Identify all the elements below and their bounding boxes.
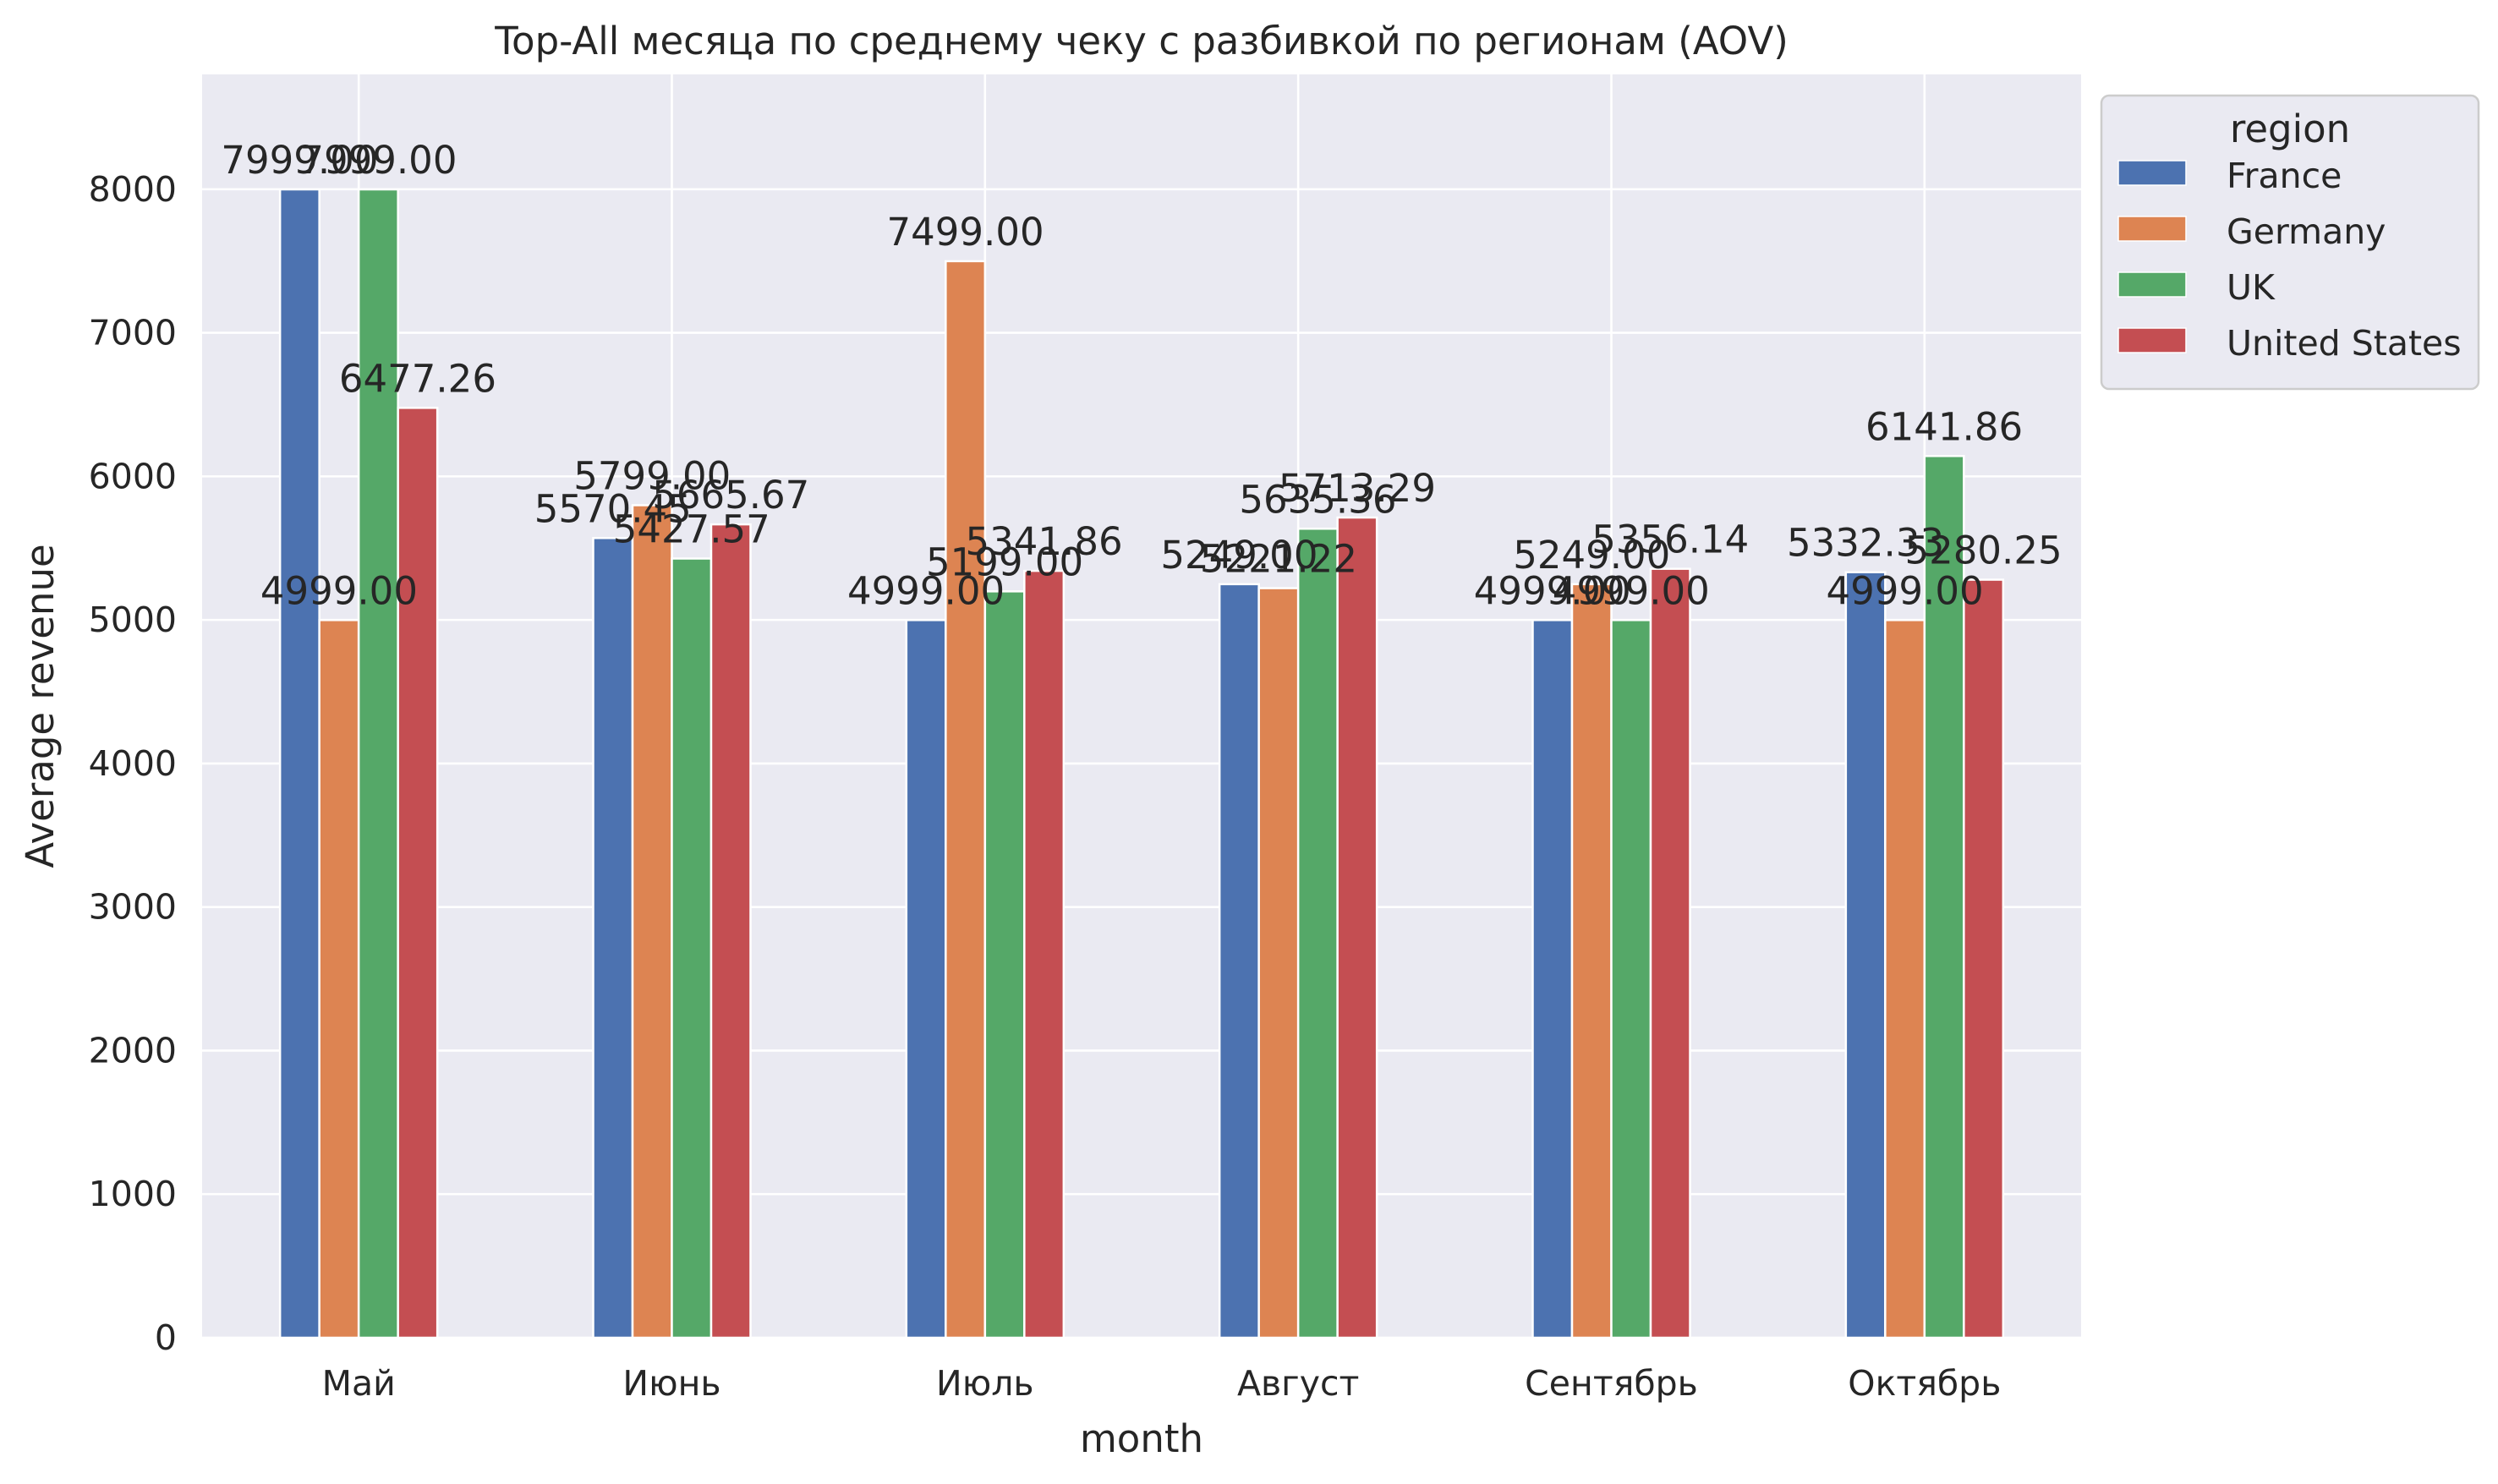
x-axis-title: month (1080, 1416, 1203, 1461)
legend-entry: Germany (2227, 211, 2386, 252)
legend-swatch (2117, 160, 2187, 186)
x-tick-label: Май (322, 1363, 396, 1404)
y-tick-label: 1000 (89, 1174, 177, 1214)
bar (1023, 569, 1065, 1339)
bar-value-label: 5635.36 (1239, 477, 1396, 522)
bar-value-label: 7499.00 (887, 210, 1044, 255)
bar (1257, 587, 1300, 1339)
legend-swatch (2117, 271, 2187, 298)
x-tick-label: Июль (936, 1363, 1034, 1404)
y-tick-label: 0 (155, 1317, 177, 1358)
bar (278, 188, 320, 1339)
y-tick-label: 2000 (89, 1030, 177, 1071)
bar (671, 557, 713, 1339)
bar-value-label: 6141.86 (1865, 404, 2023, 449)
bar (1649, 567, 1691, 1339)
legend-entry: UK (2227, 267, 2276, 308)
plot-area (202, 74, 2081, 1338)
y-tick-label: 8000 (89, 169, 177, 210)
y-tick-label: 3000 (89, 887, 177, 928)
bar-value-label: 5341.86 (966, 519, 1123, 564)
bar-value-label: 7999.00 (221, 138, 378, 183)
legend-swatch (2117, 327, 2187, 353)
bar-value-label: 6477.26 (339, 356, 496, 401)
legend: region France Germany UK United States (2100, 94, 2480, 391)
x-axis-ticks: Май Июнь Июль Август Сентябрь Октябрь (322, 1363, 2002, 1404)
bar (983, 590, 1026, 1339)
bar (1336, 516, 1378, 1339)
bar-value-label: 4999.00 (1474, 568, 1631, 613)
bar-value-label: 5199.00 (926, 539, 1083, 584)
y-tick-label: 6000 (89, 456, 177, 496)
x-tick-label: Июнь (622, 1363, 720, 1404)
bar (1531, 619, 1574, 1339)
legend-entry: France (2227, 156, 2342, 196)
y-axis-ticks: 0 1000 2000 3000 4000 5000 6000 7000 8000 (89, 169, 177, 1358)
bar (709, 523, 752, 1339)
bar (631, 504, 673, 1339)
bar (318, 619, 360, 1339)
bar-value-label: 4999.00 (1827, 568, 1984, 613)
bar-labels: 7999.005570.454999.005249.004999.005332.… (221, 138, 2062, 613)
legend-entry: United States (2227, 323, 2462, 364)
x-tick-label: Октябрь (1848, 1363, 2001, 1404)
bar (1923, 455, 1965, 1339)
bar-value-label: 5249.00 (1160, 533, 1317, 578)
bar-value-label: 5713.29 (1279, 466, 1436, 511)
bar-value-label: 5356.14 (1591, 517, 1749, 562)
bars (278, 188, 2005, 1339)
bar (1963, 578, 2005, 1339)
bar (1218, 583, 1260, 1339)
bar (1884, 619, 1926, 1339)
bar-value-label: 7999.00 (299, 138, 457, 183)
x-tick-label: Август (1237, 1363, 1359, 1404)
y-tick-label: 7000 (89, 313, 177, 353)
bar-value-label: 4999.00 (260, 568, 418, 613)
bar (945, 260, 987, 1339)
legend-title: region (2230, 107, 2350, 151)
bar-value-label: 5221.22 (1200, 537, 1357, 582)
legend-swatch (2117, 216, 2187, 242)
bar-value-label: 5249.00 (1513, 533, 1670, 578)
bar (592, 537, 634, 1339)
bar-value-label: 5332.33 (1787, 521, 1944, 566)
bar (397, 407, 439, 1339)
bar-value-label: 4999.00 (1553, 568, 1710, 613)
x-tick-label: Сентябрь (1525, 1363, 1698, 1404)
bar-value-label: 5280.25 (1905, 528, 2062, 573)
bar (1296, 528, 1339, 1339)
chart-title: Top-All месяца по среднему чеку с разбив… (494, 19, 1789, 63)
bar-value-label: 5799.00 (573, 453, 731, 498)
bar (357, 188, 399, 1339)
bar (1610, 619, 1652, 1339)
y-axis-title: Average revenue (18, 544, 63, 868)
y-tick-label: 5000 (89, 600, 177, 640)
bar (905, 619, 947, 1339)
bar (1844, 571, 1887, 1339)
bar-value-label: 4999.00 (847, 568, 1005, 613)
bar (1570, 583, 1613, 1339)
bar-value-label: 5570.45 (534, 486, 692, 531)
y-tick-label: 4000 (89, 743, 177, 784)
legend-frame (2100, 94, 2480, 391)
bar-value-label: 5427.57 (613, 507, 770, 552)
bar-value-label: 5665.67 (652, 473, 809, 517)
